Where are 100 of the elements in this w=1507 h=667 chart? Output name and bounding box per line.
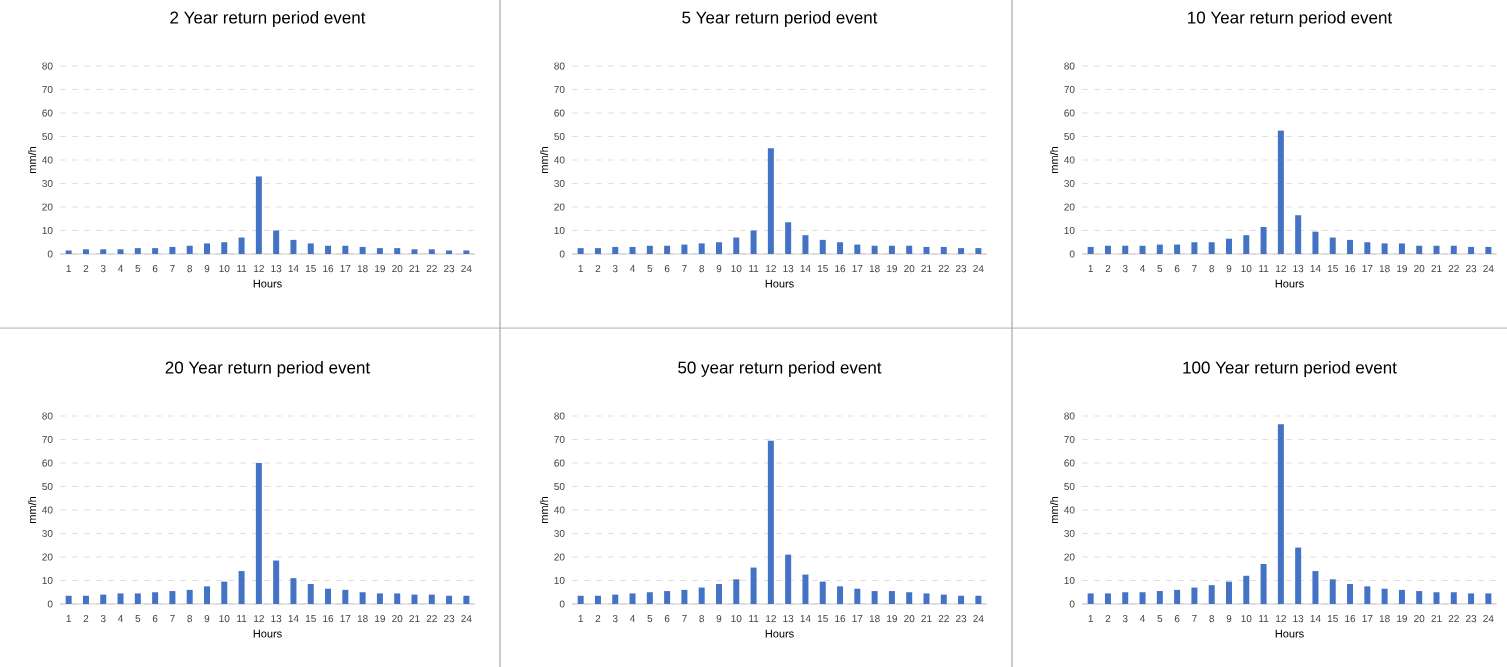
y-tick-label: 50 xyxy=(42,132,53,141)
x-tick-label: 24 xyxy=(973,615,984,623)
bar xyxy=(238,571,245,604)
y-axis-title: mm/h xyxy=(540,496,549,524)
x-tick-label: 13 xyxy=(783,615,794,623)
y-tick-label: 0 xyxy=(1069,600,1075,608)
bar xyxy=(1433,245,1440,254)
x-tick-label: 8 xyxy=(1209,615,1215,623)
x-tick-label: 20 xyxy=(1414,265,1425,273)
bar xyxy=(975,595,982,604)
bar xyxy=(646,592,653,604)
bar xyxy=(1208,242,1215,254)
y-tick-label: 70 xyxy=(42,435,53,444)
x-tick-label: 21 xyxy=(1431,615,1442,623)
bar xyxy=(169,591,176,604)
y-tick-label: 20 xyxy=(1064,553,1075,561)
y-axis-title: mm/h xyxy=(540,146,549,174)
y-tick-label: 80 xyxy=(1064,62,1075,70)
x-tick-label: 8 xyxy=(699,265,705,273)
x-tick-label: 13 xyxy=(271,615,282,623)
x-tick-label: 13 xyxy=(783,265,794,273)
chart-title: 5 Year return period event xyxy=(682,11,878,27)
bar xyxy=(1174,589,1181,604)
x-tick-label: 23 xyxy=(956,265,967,273)
bar xyxy=(767,440,774,604)
bar xyxy=(664,591,671,604)
bar xyxy=(1295,215,1302,254)
y-tick-label: 0 xyxy=(559,250,565,258)
bar xyxy=(612,246,619,254)
x-tick-label: 21 xyxy=(409,615,420,623)
x-tick-label: 24 xyxy=(461,265,472,273)
x-tick-label: 8 xyxy=(1209,265,1215,273)
x-tick-label: 19 xyxy=(375,615,385,623)
x-tick-label: 21 xyxy=(1431,265,1442,273)
x-axis-title: Hours xyxy=(1275,629,1304,638)
y-tick-label: 40 xyxy=(554,506,565,514)
y-tick-label: 70 xyxy=(554,85,565,94)
bar xyxy=(785,554,792,604)
y-tick-label: 20 xyxy=(1064,203,1075,211)
bar xyxy=(940,594,947,604)
bar xyxy=(767,148,774,254)
x-tick-label: 8 xyxy=(699,615,705,623)
bar xyxy=(255,463,262,604)
y-tick-label: 0 xyxy=(559,600,565,608)
x-tick-label: 15 xyxy=(1327,615,1338,623)
bar xyxy=(152,248,159,254)
bar xyxy=(1450,592,1457,604)
bar xyxy=(1104,245,1111,254)
bar xyxy=(186,589,193,604)
bar xyxy=(152,592,159,604)
bar xyxy=(428,594,435,604)
y-tick-label: 70 xyxy=(1064,435,1075,444)
y-tick-label: 60 xyxy=(42,109,53,117)
bar xyxy=(290,239,297,254)
x-tick-label: 16 xyxy=(1345,265,1356,273)
bar xyxy=(854,244,861,254)
x-tick-label: 6 xyxy=(1174,265,1180,273)
x-tick-label: 12 xyxy=(1276,615,1286,623)
y-tick-label: 0 xyxy=(1069,250,1075,258)
bar xyxy=(1468,246,1475,254)
y-tick-label: 60 xyxy=(42,459,53,467)
bar xyxy=(733,237,740,254)
y-tick-label: 80 xyxy=(554,412,565,420)
bar xyxy=(1364,586,1371,604)
x-tick-label: 10 xyxy=(731,265,742,273)
y-axis-title: mm/h xyxy=(28,496,37,524)
bar xyxy=(203,586,210,604)
x-tick-label: 4 xyxy=(117,265,124,272)
x-tick-label: 16 xyxy=(323,265,334,273)
bar xyxy=(733,579,740,604)
bar xyxy=(1277,424,1284,604)
bar xyxy=(871,245,878,254)
y-tick-label: 0 xyxy=(47,600,53,608)
x-axis-title: Hours xyxy=(1275,279,1304,288)
bar xyxy=(802,574,809,604)
bar xyxy=(325,588,332,604)
x-axis-title: Hours xyxy=(765,629,794,638)
bar xyxy=(1485,246,1492,254)
x-tick-label: 21 xyxy=(409,265,420,273)
x-tick-label: 12 xyxy=(766,265,776,273)
bar xyxy=(100,249,107,254)
bar xyxy=(940,246,947,254)
x-tick-label: 21 xyxy=(921,615,932,623)
x-tick-label: 11 xyxy=(1259,265,1269,272)
x-tick-label: 3 xyxy=(1122,265,1128,273)
bar xyxy=(646,245,653,254)
x-tick-label: 23 xyxy=(956,615,967,623)
bar xyxy=(1122,245,1129,254)
bar xyxy=(1468,593,1475,604)
y-tick-label: 40 xyxy=(1064,506,1075,514)
x-tick-label: 18 xyxy=(869,265,880,273)
bar xyxy=(1416,245,1423,254)
x-tick-label: 16 xyxy=(835,615,846,623)
x-tick-label: 22 xyxy=(1448,615,1459,623)
x-tick-label: 11 xyxy=(749,265,759,272)
bar xyxy=(1174,244,1181,254)
y-tick-label: 80 xyxy=(554,62,565,70)
y-tick-label: 40 xyxy=(1064,156,1075,164)
bar xyxy=(134,593,141,604)
x-tick-label: 23 xyxy=(444,615,455,623)
